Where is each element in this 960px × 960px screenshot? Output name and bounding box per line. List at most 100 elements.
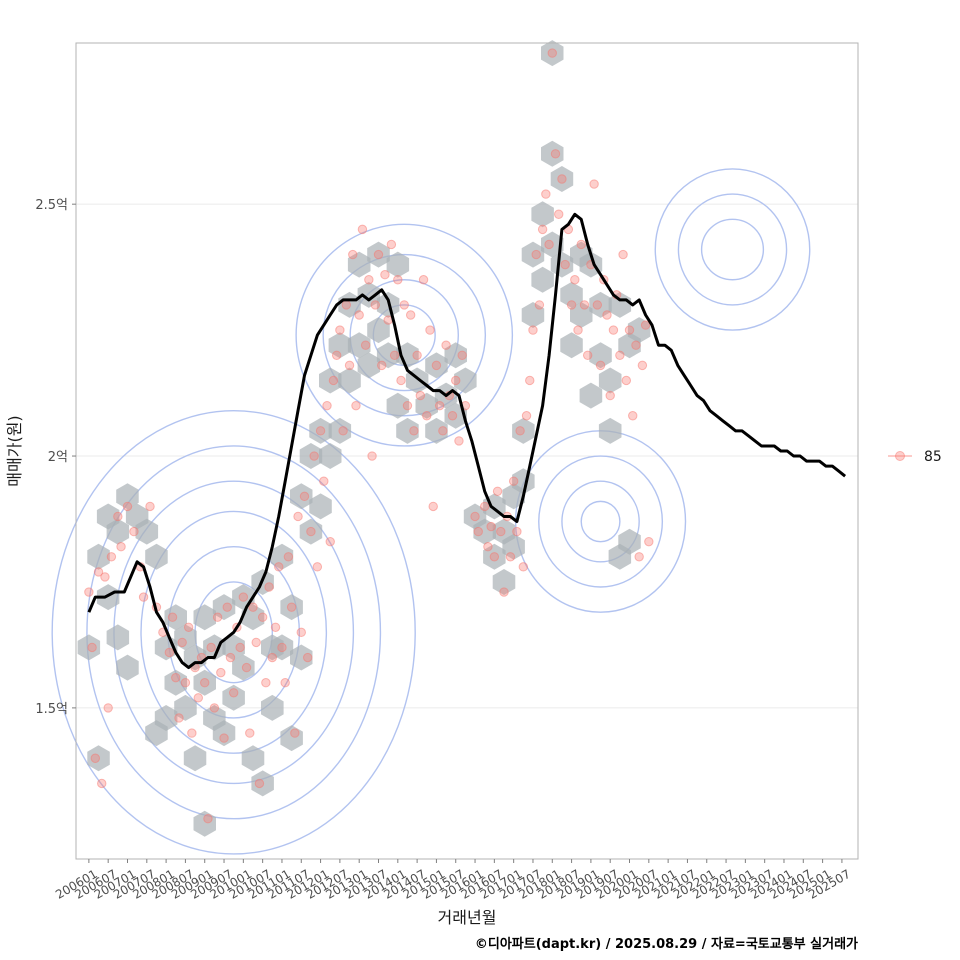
scatter-point <box>296 627 306 638</box>
scatter-point <box>644 536 654 547</box>
scatter-point <box>206 642 216 653</box>
scatter-point <box>560 259 570 270</box>
hexbin <box>232 654 255 681</box>
hexbin <box>116 654 139 681</box>
scatter-point <box>428 501 438 512</box>
scatter-point <box>525 375 535 386</box>
scatter-point <box>283 552 294 562</box>
hexbin <box>396 417 419 444</box>
scatter-point <box>505 552 516 562</box>
scatter-point <box>306 526 316 537</box>
hexbin <box>193 604 216 631</box>
scatter-point <box>303 652 313 663</box>
hexbin <box>454 367 477 394</box>
contour-line <box>51 410 416 855</box>
hexbin <box>357 352 381 379</box>
hexbin <box>521 241 545 268</box>
x-axis-title: 거래년월 <box>438 908 497 927</box>
scatter-point <box>489 552 500 562</box>
hexbin <box>386 392 410 419</box>
scatter-point <box>100 572 110 582</box>
scatter-point <box>322 400 332 411</box>
scatter-point <box>486 521 496 532</box>
hexbin <box>270 634 294 661</box>
scatter-point <box>228 688 239 698</box>
legend-key-point <box>895 451 905 461</box>
scatter-point <box>640 320 651 330</box>
hexbin <box>589 291 612 318</box>
scatter-point <box>344 360 355 371</box>
scatter-point <box>496 526 506 537</box>
scatter-point <box>264 582 274 592</box>
scatter-point <box>200 678 210 688</box>
scatter-point <box>209 703 220 713</box>
scatter-point <box>171 672 181 683</box>
scatter-point <box>595 360 606 371</box>
hexbin <box>280 725 303 752</box>
hexbin <box>87 543 110 570</box>
hexbin <box>164 604 187 631</box>
source-caption: ©디아파트(dapt.kr) / 2025.08.29 / 자료=국토교통부 실… <box>474 937 858 952</box>
scatter-point <box>183 622 194 632</box>
scatter-point <box>537 224 548 235</box>
hexbin <box>492 569 516 595</box>
hexbin <box>347 332 371 359</box>
scatter-point <box>389 350 400 360</box>
scatter-point <box>544 239 554 250</box>
contour-line <box>538 455 664 588</box>
hexbin <box>367 241 390 268</box>
hexbin <box>598 367 622 394</box>
scatter-point <box>602 310 612 320</box>
scatter-point <box>164 647 175 658</box>
scatter-point <box>483 542 493 552</box>
scatter-point <box>222 602 232 612</box>
hexbin <box>386 251 410 278</box>
scatter-point <box>219 733 229 743</box>
contour-line <box>322 253 487 417</box>
scatter-point <box>367 451 377 461</box>
scatter-point <box>405 310 416 320</box>
scatter-point <box>138 592 149 602</box>
hexbin <box>483 543 506 570</box>
scatter-point <box>254 778 265 789</box>
scatter-point <box>319 476 329 486</box>
scatter-point <box>261 678 271 688</box>
trend-line-layer <box>87 212 847 670</box>
hexbin <box>212 720 236 747</box>
scatter-point <box>180 678 191 688</box>
hexbin <box>560 281 583 308</box>
hexbin <box>579 382 603 409</box>
scatter-point <box>634 552 644 562</box>
scatter-point <box>579 300 590 310</box>
scatter-point <box>454 436 464 446</box>
hexbin <box>550 166 574 192</box>
hexbin <box>193 669 216 696</box>
hexbin <box>174 694 197 721</box>
scatter-point <box>631 340 641 350</box>
contour-line <box>580 500 621 543</box>
scatter-point <box>605 390 615 401</box>
hexbin <box>135 518 159 545</box>
hexbin <box>193 810 216 837</box>
scatter-point <box>235 642 245 653</box>
scatter-point <box>447 411 458 421</box>
scatter-point <box>280 678 290 688</box>
scatter-point <box>479 501 490 512</box>
contour-line <box>700 218 765 281</box>
scatter-point <box>335 325 345 335</box>
scatter-point <box>341 300 352 310</box>
hexbin <box>319 367 342 394</box>
scatter-point <box>573 325 583 335</box>
scatter-point <box>106 552 117 562</box>
legend: 85 <box>888 449 942 465</box>
hexbin <box>164 669 187 696</box>
scatter-point <box>373 249 384 260</box>
hexbin <box>357 281 381 308</box>
hexbin <box>560 332 583 359</box>
scatter-point <box>370 300 380 310</box>
scatter-point <box>325 536 335 547</box>
scatter-point <box>451 375 461 386</box>
hexbin <box>531 266 554 293</box>
scatter-point <box>315 426 326 436</box>
